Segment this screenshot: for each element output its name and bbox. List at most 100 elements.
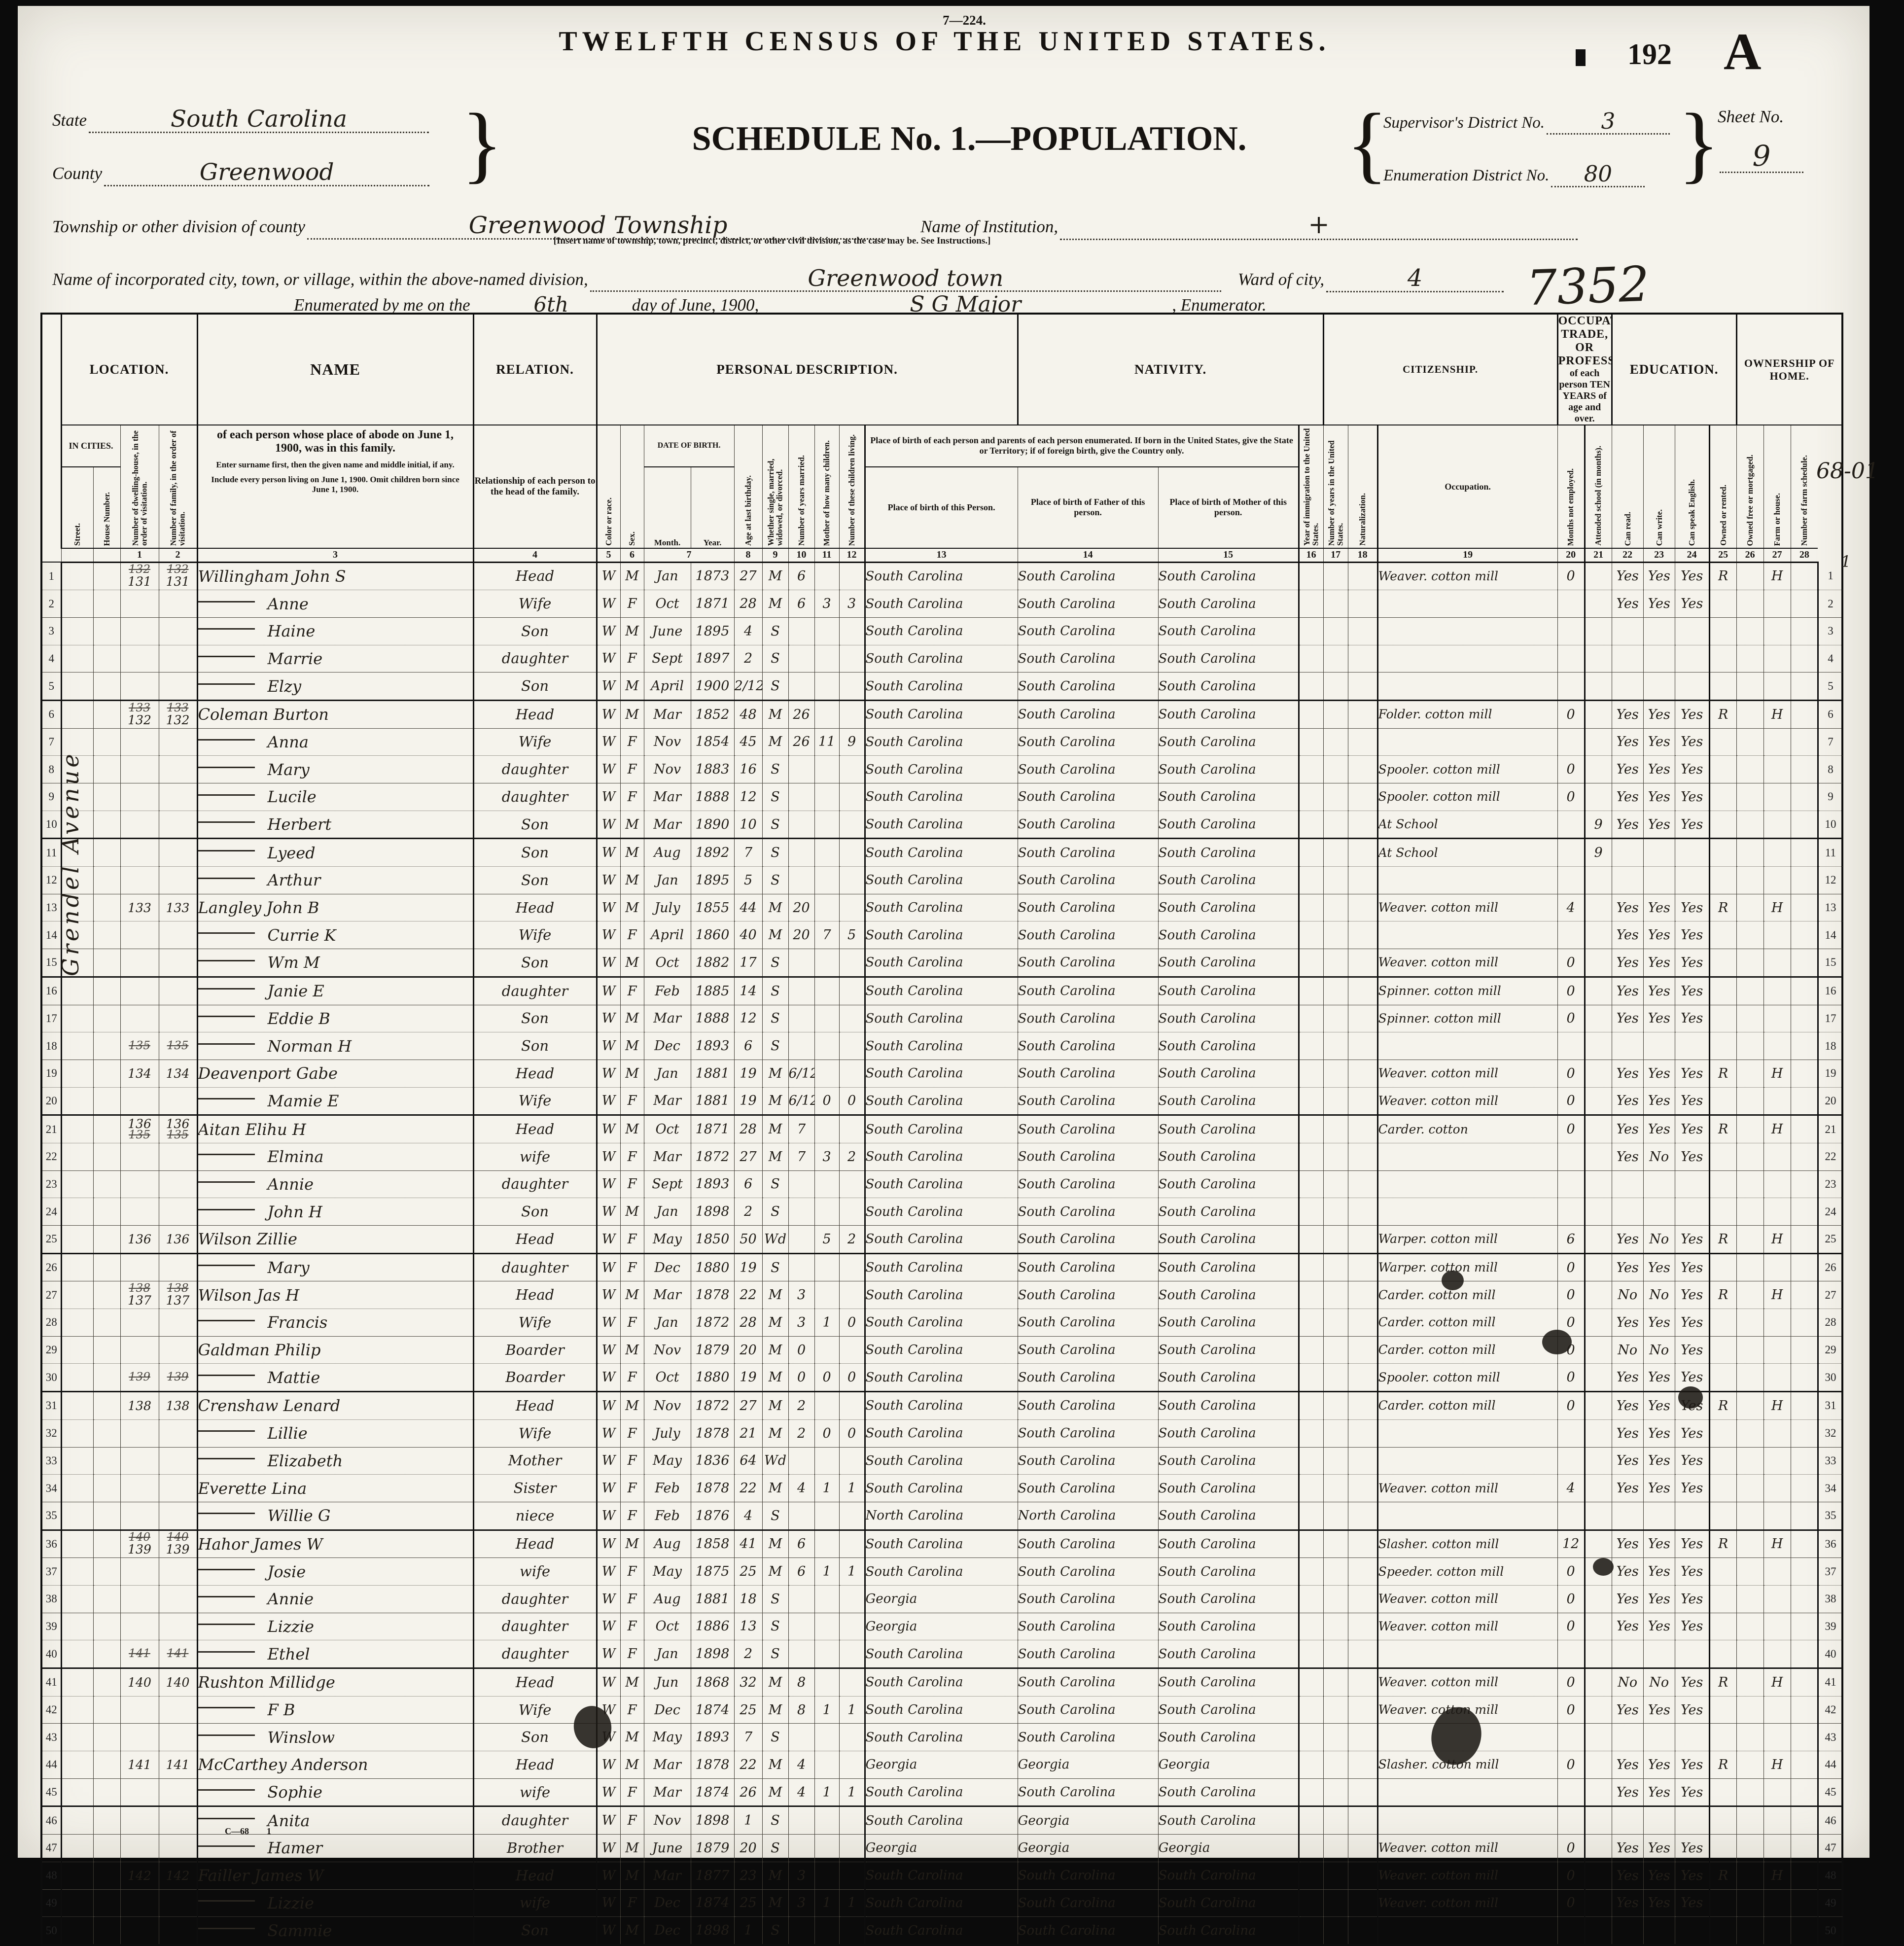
- cell-street: [60, 1281, 93, 1309]
- cell-by: 1895: [690, 866, 735, 894]
- cell-fh: H: [1763, 1862, 1791, 1890]
- cell-mc: [814, 645, 840, 673]
- table-row: 40 141 141 Ethel daughter W F Jan 1898 2 S South Ca…: [41, 1640, 1843, 1669]
- cell-cl: [839, 1502, 865, 1531]
- cell-m: S: [762, 977, 789, 1005]
- cell-family-number: 140 139: [158, 1530, 198, 1558]
- cell-occ: [1376, 1640, 1558, 1669]
- cell-m: S: [762, 617, 789, 645]
- row-number: 33: [41, 1447, 61, 1475]
- cell-rd: Yes: [1611, 1778, 1644, 1807]
- cell-rel: Son: [472, 672, 597, 701]
- ditto-dash: [199, 601, 255, 602]
- cell-fs: [1790, 1419, 1818, 1448]
- cell-occ: [1376, 866, 1558, 894]
- cell-family-number: 140: [158, 1668, 198, 1697]
- cell-rel: Head: [472, 1115, 597, 1143]
- cell-name: Elizabeth: [196, 1447, 474, 1475]
- row-number: 21: [1817, 1115, 1843, 1143]
- cell-en: [1674, 1502, 1710, 1531]
- cell-mne: 0: [1557, 1115, 1585, 1143]
- cell-cl: [839, 949, 865, 978]
- cell-iy: [1298, 949, 1324, 978]
- cell-name: Anita: [196, 1806, 474, 1835]
- cell-by: 1878: [690, 1474, 735, 1502]
- city-label: Name of incorporated city, town, or vill…: [52, 270, 588, 289]
- cell-occ: Spooler. cotton mill: [1376, 1363, 1558, 1393]
- cell-s: F: [620, 1502, 644, 1531]
- cell-occ: Weaver. cotton mill: [1376, 1613, 1558, 1641]
- cell-rd: Yes: [1611, 1447, 1644, 1475]
- row-number: 30: [41, 1363, 61, 1393]
- cell-mne: [1557, 1806, 1585, 1835]
- cell-fs: [1790, 645, 1818, 673]
- cell-ym: [788, 617, 815, 645]
- table-row: 19 134 134 Deavenport Gabe Head W M Jan 1881 19 M 6…: [41, 1060, 1843, 1088]
- cell-name: Wilson Jas H: [196, 1281, 474, 1309]
- cell-name: Lizzie: [196, 1613, 474, 1641]
- cell-ym: 6: [788, 562, 815, 591]
- cell-family-number: [158, 949, 198, 978]
- cell-rel: Wife: [472, 728, 597, 756]
- cell-s: M: [620, 1751, 644, 1779]
- cell-occ: [1376, 1916, 1558, 1946]
- cell-c: W: [596, 1916, 621, 1946]
- cell-houseno: [93, 617, 120, 645]
- cell-pm: South Carolina: [1158, 562, 1299, 591]
- relation-group-header: RELATION.: [472, 314, 597, 425]
- table-row: 41 140 140 Rushton Millidge Head W M Jun 1868 32 M…: [41, 1668, 1843, 1697]
- cell-s: F: [620, 1419, 644, 1448]
- ditto-dash: [199, 683, 255, 685]
- cell-rel: niece: [472, 1502, 597, 1531]
- cell-c: W: [596, 1391, 621, 1420]
- cell-fs: [1790, 1363, 1818, 1393]
- county-value: Greenwood: [199, 159, 334, 186]
- cell-own: [1708, 1170, 1737, 1199]
- cell-mne: [1557, 1916, 1585, 1946]
- cell-pf: South Carolina: [1017, 1198, 1159, 1226]
- township-note: [Insert name of township, town, precinct…: [553, 236, 991, 246]
- cell-free: [1736, 1640, 1764, 1669]
- row-number: 31: [1817, 1391, 1843, 1420]
- cell-mc: [814, 1723, 840, 1752]
- ward-label: Ward of city,: [1237, 270, 1325, 289]
- cell-rel: Head: [472, 894, 597, 922]
- cell-sch: [1584, 1336, 1612, 1364]
- cell-m: M: [762, 1363, 789, 1393]
- cell-rel: Head: [472, 562, 597, 591]
- cell-name: McCarthey Anderson: [196, 1751, 474, 1779]
- cell-rd: Yes: [1611, 921, 1644, 950]
- cell-fh: H: [1763, 1115, 1791, 1143]
- cell-own: R: [1708, 562, 1737, 591]
- cell-bm: Jan: [643, 1198, 691, 1226]
- name-column-header: of each person whose place of abode on J…: [196, 425, 474, 549]
- cell-nat: [1347, 1806, 1378, 1835]
- cell-m: M: [762, 1889, 789, 1917]
- cell-street: [60, 562, 93, 591]
- cell-by: 1893: [690, 1032, 735, 1060]
- cell-yu: [1323, 700, 1348, 729]
- cell-pb: South Carolina: [864, 1309, 1018, 1337]
- cell-sch: [1584, 1170, 1612, 1199]
- cell-fh: [1763, 1778, 1791, 1807]
- cell-iy: [1298, 617, 1324, 645]
- column-number: [93, 548, 120, 563]
- cell-pb: South Carolina: [864, 783, 1018, 811]
- cell-ym: 7: [788, 1143, 815, 1171]
- cell-street: [60, 1336, 93, 1364]
- cell-cl: [839, 1916, 865, 1946]
- cell-m: S: [762, 1916, 789, 1946]
- cell-pm: South Carolina: [1158, 1087, 1299, 1116]
- cell-en: Yes: [1674, 1834, 1710, 1862]
- cell-yu: [1323, 1225, 1348, 1254]
- cell-wr: [1643, 1723, 1675, 1752]
- cell-en: Yes: [1674, 1225, 1710, 1254]
- cell-en: Yes: [1674, 1253, 1710, 1282]
- cell-ym: [788, 1447, 815, 1475]
- immigration-header: Year of immigration to the United States…: [1298, 425, 1324, 549]
- cell-bm: Mar: [643, 1281, 691, 1309]
- cell-name: Hamer: [196, 1834, 474, 1862]
- cell-age: 48: [734, 700, 763, 729]
- cell-s: F: [620, 1640, 644, 1669]
- cell-mc: [814, 1115, 840, 1143]
